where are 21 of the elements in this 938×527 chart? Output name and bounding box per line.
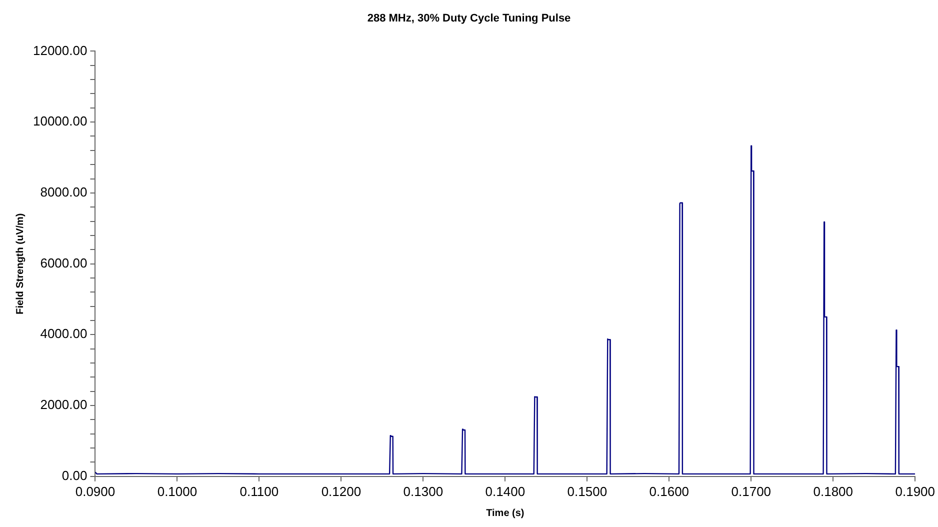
- y-tick-label: 0.00: [62, 468, 88, 483]
- chart-title: 288 MHz, 30% Duty Cycle Tuning Pulse: [367, 12, 571, 25]
- y-tick-label: 2000.00: [40, 397, 88, 412]
- x-tick-label: 0.1300: [403, 484, 444, 499]
- x-axis-title: Time (s): [486, 508, 524, 519]
- x-tick-label: 0.1800: [813, 484, 854, 499]
- y-tick-label: 12000.00: [32, 42, 88, 58]
- x-tick-label: 0.1900: [895, 484, 935, 499]
- x-tick-label: 0.1700: [731, 484, 772, 499]
- y-tick-label: 8000.00: [40, 184, 88, 200]
- x-tick-label: 0.1600: [649, 484, 690, 499]
- x-tick-label: 0.1100: [240, 484, 279, 499]
- x-tick-label: 0.1200: [321, 484, 362, 499]
- x-tick-label: 0.1500: [567, 484, 608, 499]
- x-tick-label: 0.1000: [157, 484, 198, 499]
- x-tick-label: 0.0900: [75, 484, 116, 499]
- y-tick-label: 6000.00: [40, 255, 88, 270]
- y-axis-title: Field Strength (uV/m): [14, 213, 26, 314]
- x-tick-label: 0.1400: [485, 484, 526, 499]
- y-tick-label: 10000.00: [32, 114, 88, 129]
- y-tick-label: 4000.00: [40, 326, 88, 342]
